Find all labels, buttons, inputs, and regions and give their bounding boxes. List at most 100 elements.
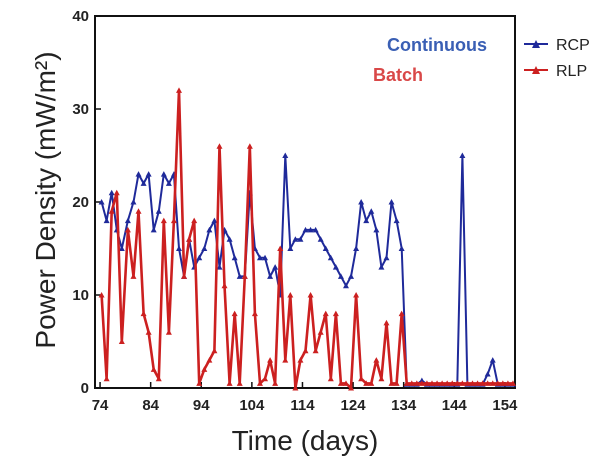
data-point-rcp — [393, 217, 400, 224]
data-point-rcp — [353, 245, 360, 251]
data-point-rcp — [176, 245, 182, 251]
data-point-rlp — [418, 380, 425, 386]
data-point-rlp — [494, 380, 501, 386]
data-point-rcp — [297, 236, 304, 242]
data-point-rlp — [439, 380, 446, 386]
data-point-rcp — [262, 254, 269, 261]
series-markers-rlp — [98, 87, 516, 391]
data-point-rlp — [474, 380, 481, 386]
x-tick-label: 124 — [341, 397, 367, 414]
data-point-rcp — [124, 217, 131, 224]
data-point-rcp — [103, 217, 110, 224]
data-point-rcp — [287, 245, 294, 251]
data-point-rlp — [130, 273, 137, 279]
data-point-rcp — [196, 254, 203, 261]
data-point-rlp — [327, 375, 334, 382]
data-point-rlp — [434, 380, 441, 386]
data-point-rcp — [130, 199, 137, 205]
axis-ticks: 74 84 94 104 114 124 134 144 154 0 10 20 30 40 — [72, 8, 518, 414]
data-point-rlp — [317, 329, 324, 335]
data-point-rlp — [124, 226, 131, 233]
data-point-rlp — [312, 347, 319, 354]
data-point-rlp — [140, 310, 147, 317]
data-point-rlp — [135, 208, 142, 214]
annotation-batch: Batch — [373, 65, 423, 85]
data-point-rlp — [413, 380, 420, 386]
data-point-rlp — [403, 380, 410, 386]
data-point-rcp — [160, 171, 167, 177]
data-point-rcp — [418, 377, 425, 384]
data-point-rlp — [103, 375, 110, 382]
data-point-rlp — [221, 282, 228, 289]
data-point-rlp — [499, 380, 506, 386]
data-point-rcp — [484, 371, 491, 377]
data-point-rcp — [282, 152, 289, 158]
data-point-rlp — [353, 292, 360, 298]
data-point-rlp — [231, 310, 238, 317]
data-point-rlp — [423, 380, 430, 386]
data-point-rlp — [297, 357, 304, 363]
data-point-rlp — [241, 273, 248, 279]
data-point-rcp — [398, 245, 405, 251]
series-line-rlp — [100, 89, 513, 390]
y-tick-label: 10 — [72, 287, 89, 304]
y-tick-label: 40 — [72, 8, 89, 25]
x-tick-label: 114 — [290, 397, 315, 414]
data-point-rcp — [312, 226, 319, 233]
data-point-rcp — [317, 236, 324, 242]
y-axis-title: Power Density (mW/m²) — [30, 51, 61, 348]
data-point-rlp — [226, 380, 233, 386]
legend: RCP RLP — [524, 37, 590, 80]
data-point-rlp — [358, 375, 365, 382]
data-point-rcp — [383, 254, 390, 261]
legend-label-rcp: RCP — [556, 37, 590, 54]
data-point-rlp — [256, 380, 263, 386]
data-point-rlp — [388, 380, 395, 386]
data-point-rlp — [236, 380, 243, 386]
data-point-rlp — [464, 380, 471, 386]
data-point-rlp — [272, 380, 279, 386]
y-tick-label: 30 — [72, 101, 89, 118]
data-point-rlp — [251, 310, 258, 317]
data-point-rcp — [155, 208, 162, 214]
x-tick-label: 154 — [492, 397, 518, 414]
data-point-rcp — [272, 264, 279, 270]
data-point-rcp — [216, 264, 223, 270]
data-point-rcp — [145, 171, 152, 177]
legend-marker-rcp — [532, 40, 540, 48]
series-lines — [98, 87, 516, 391]
data-point-rlp — [282, 357, 289, 363]
data-point-rcp — [378, 264, 385, 270]
data-point-rcp — [363, 217, 370, 224]
data-point-rcp — [135, 171, 142, 177]
data-point-rcp — [322, 245, 329, 251]
data-point-rcp — [267, 273, 274, 279]
data-point-rlp — [429, 380, 436, 386]
y-tick-label: 20 — [72, 194, 89, 211]
data-point-rlp — [322, 310, 329, 317]
data-point-rcp — [342, 282, 349, 289]
data-point-rcp — [165, 180, 172, 186]
data-point-rlp — [363, 380, 370, 386]
data-point-rcp — [118, 245, 125, 251]
data-point-rlp — [408, 380, 415, 386]
data-point-rlp — [145, 329, 152, 335]
x-tick-label: 134 — [391, 397, 417, 414]
data-point-rcp — [231, 254, 238, 261]
data-point-rlp — [337, 380, 344, 386]
data-point-rlp — [267, 357, 274, 363]
data-point-rlp — [206, 357, 213, 363]
data-point-rlp — [118, 338, 125, 344]
data-point-rlp — [246, 143, 253, 149]
data-point-rlp — [504, 380, 511, 386]
data-point-rlp — [332, 310, 339, 317]
data-point-rcp — [292, 236, 299, 242]
data-point-rcp — [348, 273, 355, 279]
data-point-rcp — [236, 273, 243, 279]
annotation-continuous: Continuous — [387, 35, 487, 55]
data-point-rcp — [201, 245, 208, 251]
data-point-rlp — [509, 380, 516, 386]
data-point-rcp — [358, 199, 365, 205]
data-point-rlp — [170, 217, 177, 224]
legend-marker-rlp — [532, 66, 540, 74]
